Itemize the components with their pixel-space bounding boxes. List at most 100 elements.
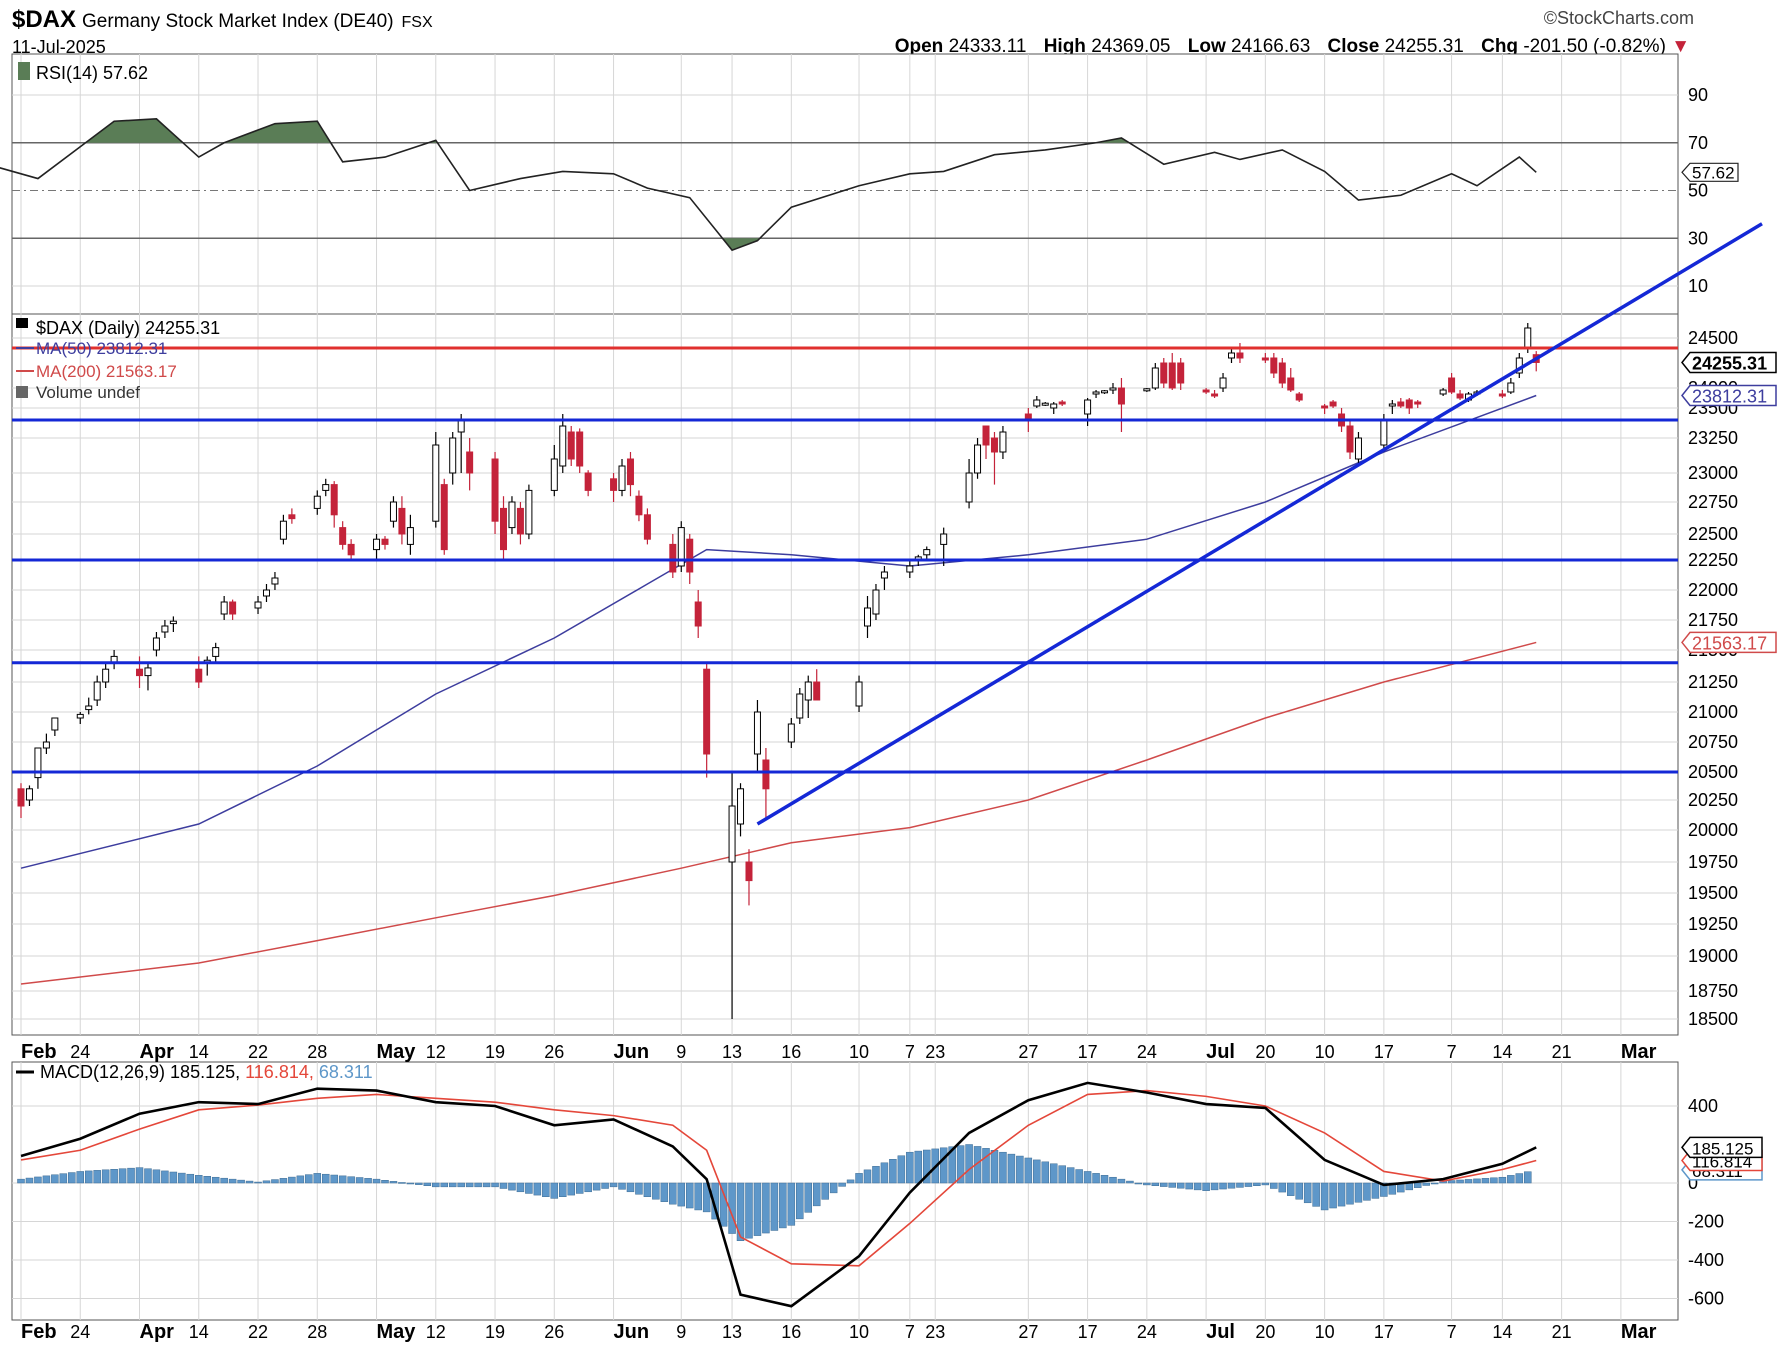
candle-body xyxy=(1058,401,1066,405)
price-tick-label: 20500 xyxy=(1688,762,1738,782)
macd-histogram-bar xyxy=(101,1169,110,1184)
macd-signal-line xyxy=(20,1089,1537,1267)
trendline xyxy=(756,222,1763,826)
macd-histogram-bar xyxy=(872,1166,880,1184)
price-tick-label: 18750 xyxy=(1688,981,1738,1001)
open-value: 24333.11 xyxy=(948,36,1027,57)
macd-histogram-bar xyxy=(279,1178,288,1184)
chart-header: $DAX Germany Stock Market Index (DE40) FSX… xyxy=(12,6,1694,60)
macd-histogram-bar xyxy=(34,1176,42,1184)
macd-histogram-bar xyxy=(1329,1182,1337,1209)
macd-histogram-bar xyxy=(516,1182,525,1193)
candle-body xyxy=(677,527,685,567)
candle-body xyxy=(1448,377,1456,393)
macd-histogram-bar xyxy=(195,1175,203,1184)
macd-histogram-bar xyxy=(1109,1176,1117,1184)
candle-body xyxy=(610,478,618,491)
ma200-line xyxy=(20,641,1537,985)
macd-histogram-bar xyxy=(440,1182,448,1188)
macd-histogram-bar xyxy=(745,1182,753,1239)
macd-tick-label: -600 xyxy=(1688,1289,1724,1309)
ma50-marker-label: 23812.31 xyxy=(1692,387,1767,407)
date-tick-label: 14 xyxy=(1492,1322,1512,1342)
date-tick-label: 16 xyxy=(781,1042,801,1062)
candle-body xyxy=(923,549,931,556)
price-tick-label: 21750 xyxy=(1688,610,1738,630)
candle-body xyxy=(339,527,347,545)
macd-histogram-bar xyxy=(829,1182,838,1194)
macd-histogram-bar xyxy=(432,1182,440,1188)
macd-histogram-bar xyxy=(1007,1153,1016,1184)
macd-histogram-bar xyxy=(643,1182,652,1197)
date-tick-label: Apr xyxy=(140,1321,175,1343)
macd-histogram-bar xyxy=(1320,1182,1329,1211)
candle-body xyxy=(322,484,330,491)
candle-body xyxy=(34,747,42,779)
macd-histogram-bar xyxy=(465,1182,474,1188)
date-tick-label: 20 xyxy=(1255,1322,1275,1342)
candle-body xyxy=(796,693,804,719)
macd-histogram-bar xyxy=(423,1182,432,1186)
macd-histogram-bar xyxy=(338,1175,347,1184)
low-value: 24166.63 xyxy=(1231,36,1311,57)
macd-histogram-bar xyxy=(448,1182,457,1188)
last-price-marker-label: 24255.31 xyxy=(1692,353,1767,373)
macd-histogram-bar xyxy=(68,1172,76,1184)
macd-histogram-bar xyxy=(186,1173,195,1184)
macd-histogram-bar xyxy=(1278,1182,1287,1193)
macd-histogram-bar xyxy=(482,1182,491,1188)
date-tick-label: 10 xyxy=(849,1042,869,1062)
macd-histogram-bar xyxy=(897,1155,906,1184)
price-tick-label: 21250 xyxy=(1688,672,1738,692)
macd-histogram-bar xyxy=(118,1168,127,1184)
candle-body xyxy=(745,861,753,882)
candle-body xyxy=(271,577,279,585)
date-tick-label: 16 xyxy=(781,1322,801,1342)
candle-body xyxy=(1151,367,1159,389)
candle-body xyxy=(500,507,508,551)
date-tick-label: 10 xyxy=(1315,1322,1335,1342)
price-legend-icon xyxy=(16,318,28,328)
date-tick-label: 9 xyxy=(676,1042,686,1062)
candle-body xyxy=(516,507,524,535)
candle-body xyxy=(813,681,821,701)
candle-body xyxy=(381,538,389,545)
rsi-overbought-fill xyxy=(224,121,331,143)
macd-histogram-bar xyxy=(990,1150,999,1184)
macd-histogram-bar xyxy=(211,1176,220,1184)
candle-body xyxy=(567,431,575,460)
macd-histogram-bar xyxy=(635,1182,643,1195)
close-value: 24255.31 xyxy=(1384,36,1464,57)
date-tick-label: 23 xyxy=(925,1322,945,1342)
candle-body xyxy=(373,538,381,551)
macd-histogram-bar xyxy=(1100,1175,1109,1184)
candle-body xyxy=(1211,393,1219,397)
macd-histogram-bar xyxy=(245,1180,254,1184)
date-tick-label: May xyxy=(377,1321,417,1343)
macd-histogram-bar xyxy=(93,1170,101,1184)
rsi-legend-swatch xyxy=(18,62,30,80)
rsi-line xyxy=(0,118,1537,252)
candle-body xyxy=(1456,393,1464,399)
macd-histogram-bar xyxy=(787,1182,796,1226)
macd-histogram-bar xyxy=(804,1182,812,1213)
rsi-tick-label: 90 xyxy=(1688,85,1708,105)
candle-body xyxy=(17,788,25,807)
macd-histogram-bar xyxy=(880,1162,889,1184)
macd-histogram-bar xyxy=(1244,1182,1253,1187)
candle-body xyxy=(550,458,558,491)
candle-body xyxy=(1143,388,1151,392)
candle-body xyxy=(25,788,33,801)
macd-histogram-bar xyxy=(838,1182,846,1187)
candle-body xyxy=(787,723,795,743)
date-tick-label: 7 xyxy=(905,1042,915,1062)
chg-down-icon: ▼ xyxy=(1671,36,1690,57)
macd-histogram-bar xyxy=(237,1179,245,1184)
candle-body xyxy=(136,668,144,677)
panel-frame xyxy=(11,313,1679,1036)
macd-histogram-bar xyxy=(1134,1182,1143,1185)
macd-tick-label: 400 xyxy=(1688,1096,1718,1116)
candle-body xyxy=(1498,393,1506,397)
candle-body xyxy=(288,514,296,520)
macd-histogram-bar xyxy=(609,1182,618,1188)
